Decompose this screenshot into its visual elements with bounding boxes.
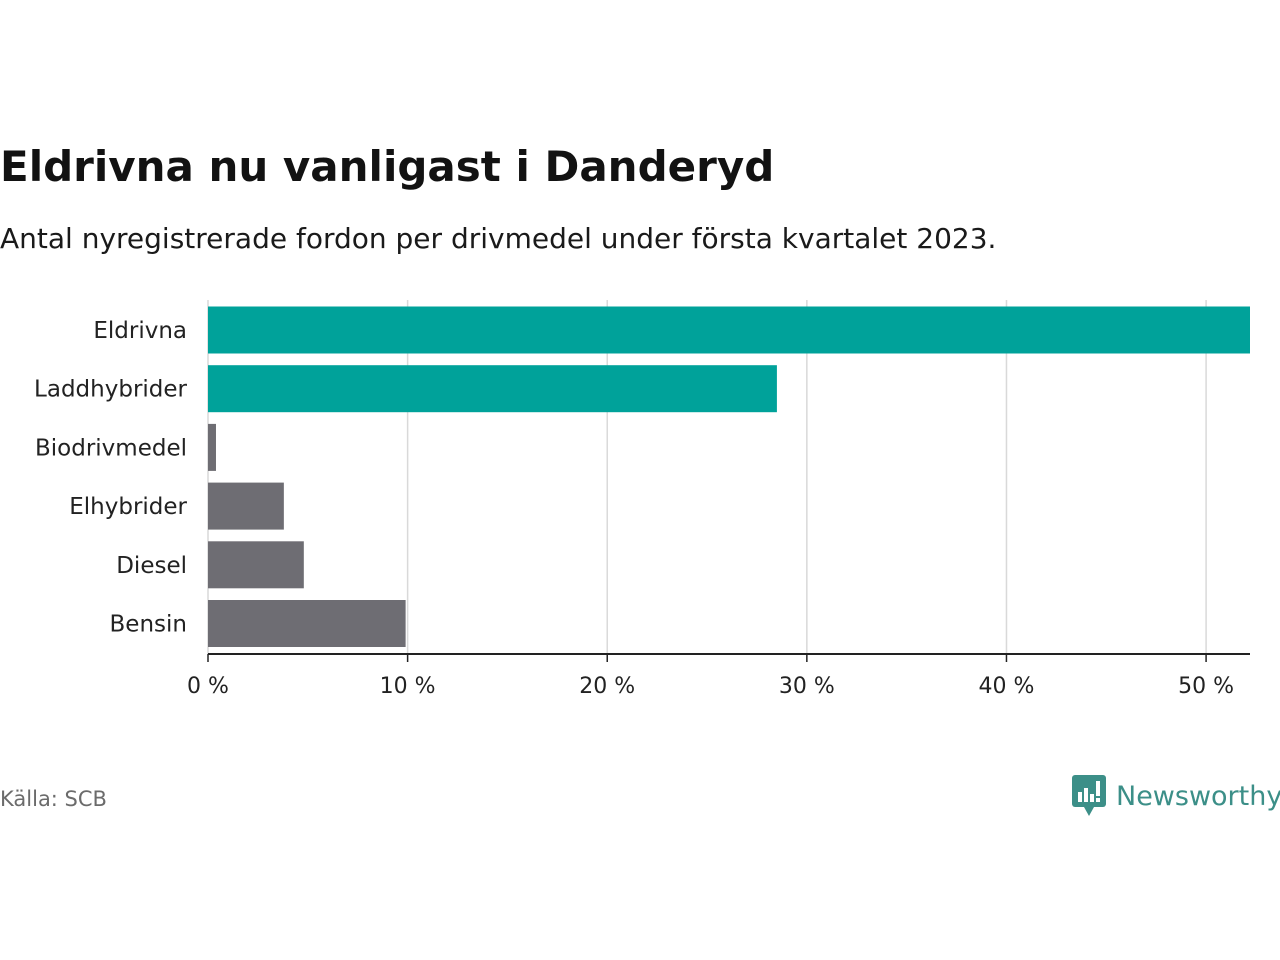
grid-lines xyxy=(207,300,1207,654)
source-note: Källa: SCB xyxy=(0,787,107,811)
category-label: Bensin xyxy=(110,612,187,638)
category-label: Laddhybrider xyxy=(34,377,187,403)
x-tick-label: 10 % xyxy=(380,674,436,699)
bar-chart: Eldrivna Laddhybrider Biodrivmedel Elhybrid… xyxy=(34,300,1250,699)
chart-subtitle: Antal nyregistrerade fordon per drivmede… xyxy=(0,222,997,255)
category-labels: Eldrivna Laddhybrider Biodrivmedel Elhybrid… xyxy=(34,318,187,638)
x-tick-label: 20 % xyxy=(579,674,635,699)
newsworthy-logo-icon xyxy=(1072,775,1106,816)
x-tick-label: 40 % xyxy=(979,674,1035,699)
bars xyxy=(208,306,1250,647)
brand-logo: Newsworthy xyxy=(1072,775,1280,817)
category-label: Biodrivmedel xyxy=(35,435,187,461)
x-axis: 0 % 10 % 20 % 30 % 40 % 50 % xyxy=(187,653,1250,699)
bar-diesel xyxy=(208,541,304,589)
bar-laddhybrider xyxy=(208,365,777,413)
bar-elhybrider xyxy=(208,482,284,530)
bar-eldrivna xyxy=(208,306,1250,354)
category-label: Diesel xyxy=(116,553,187,579)
x-tick-label: 50 % xyxy=(1178,674,1234,699)
brand-name: Newsworthy xyxy=(1116,780,1280,812)
bar-bensin xyxy=(208,600,406,647)
x-tick-label: 0 % xyxy=(187,674,229,699)
chart-title: Eldrivna nu vanligast i Danderyd xyxy=(0,142,775,191)
bar-biodrivmedel xyxy=(208,423,216,471)
category-label: Eldrivna xyxy=(93,318,187,344)
category-label: Elhybrider xyxy=(69,494,187,520)
x-tick-label: 30 % xyxy=(779,674,835,699)
